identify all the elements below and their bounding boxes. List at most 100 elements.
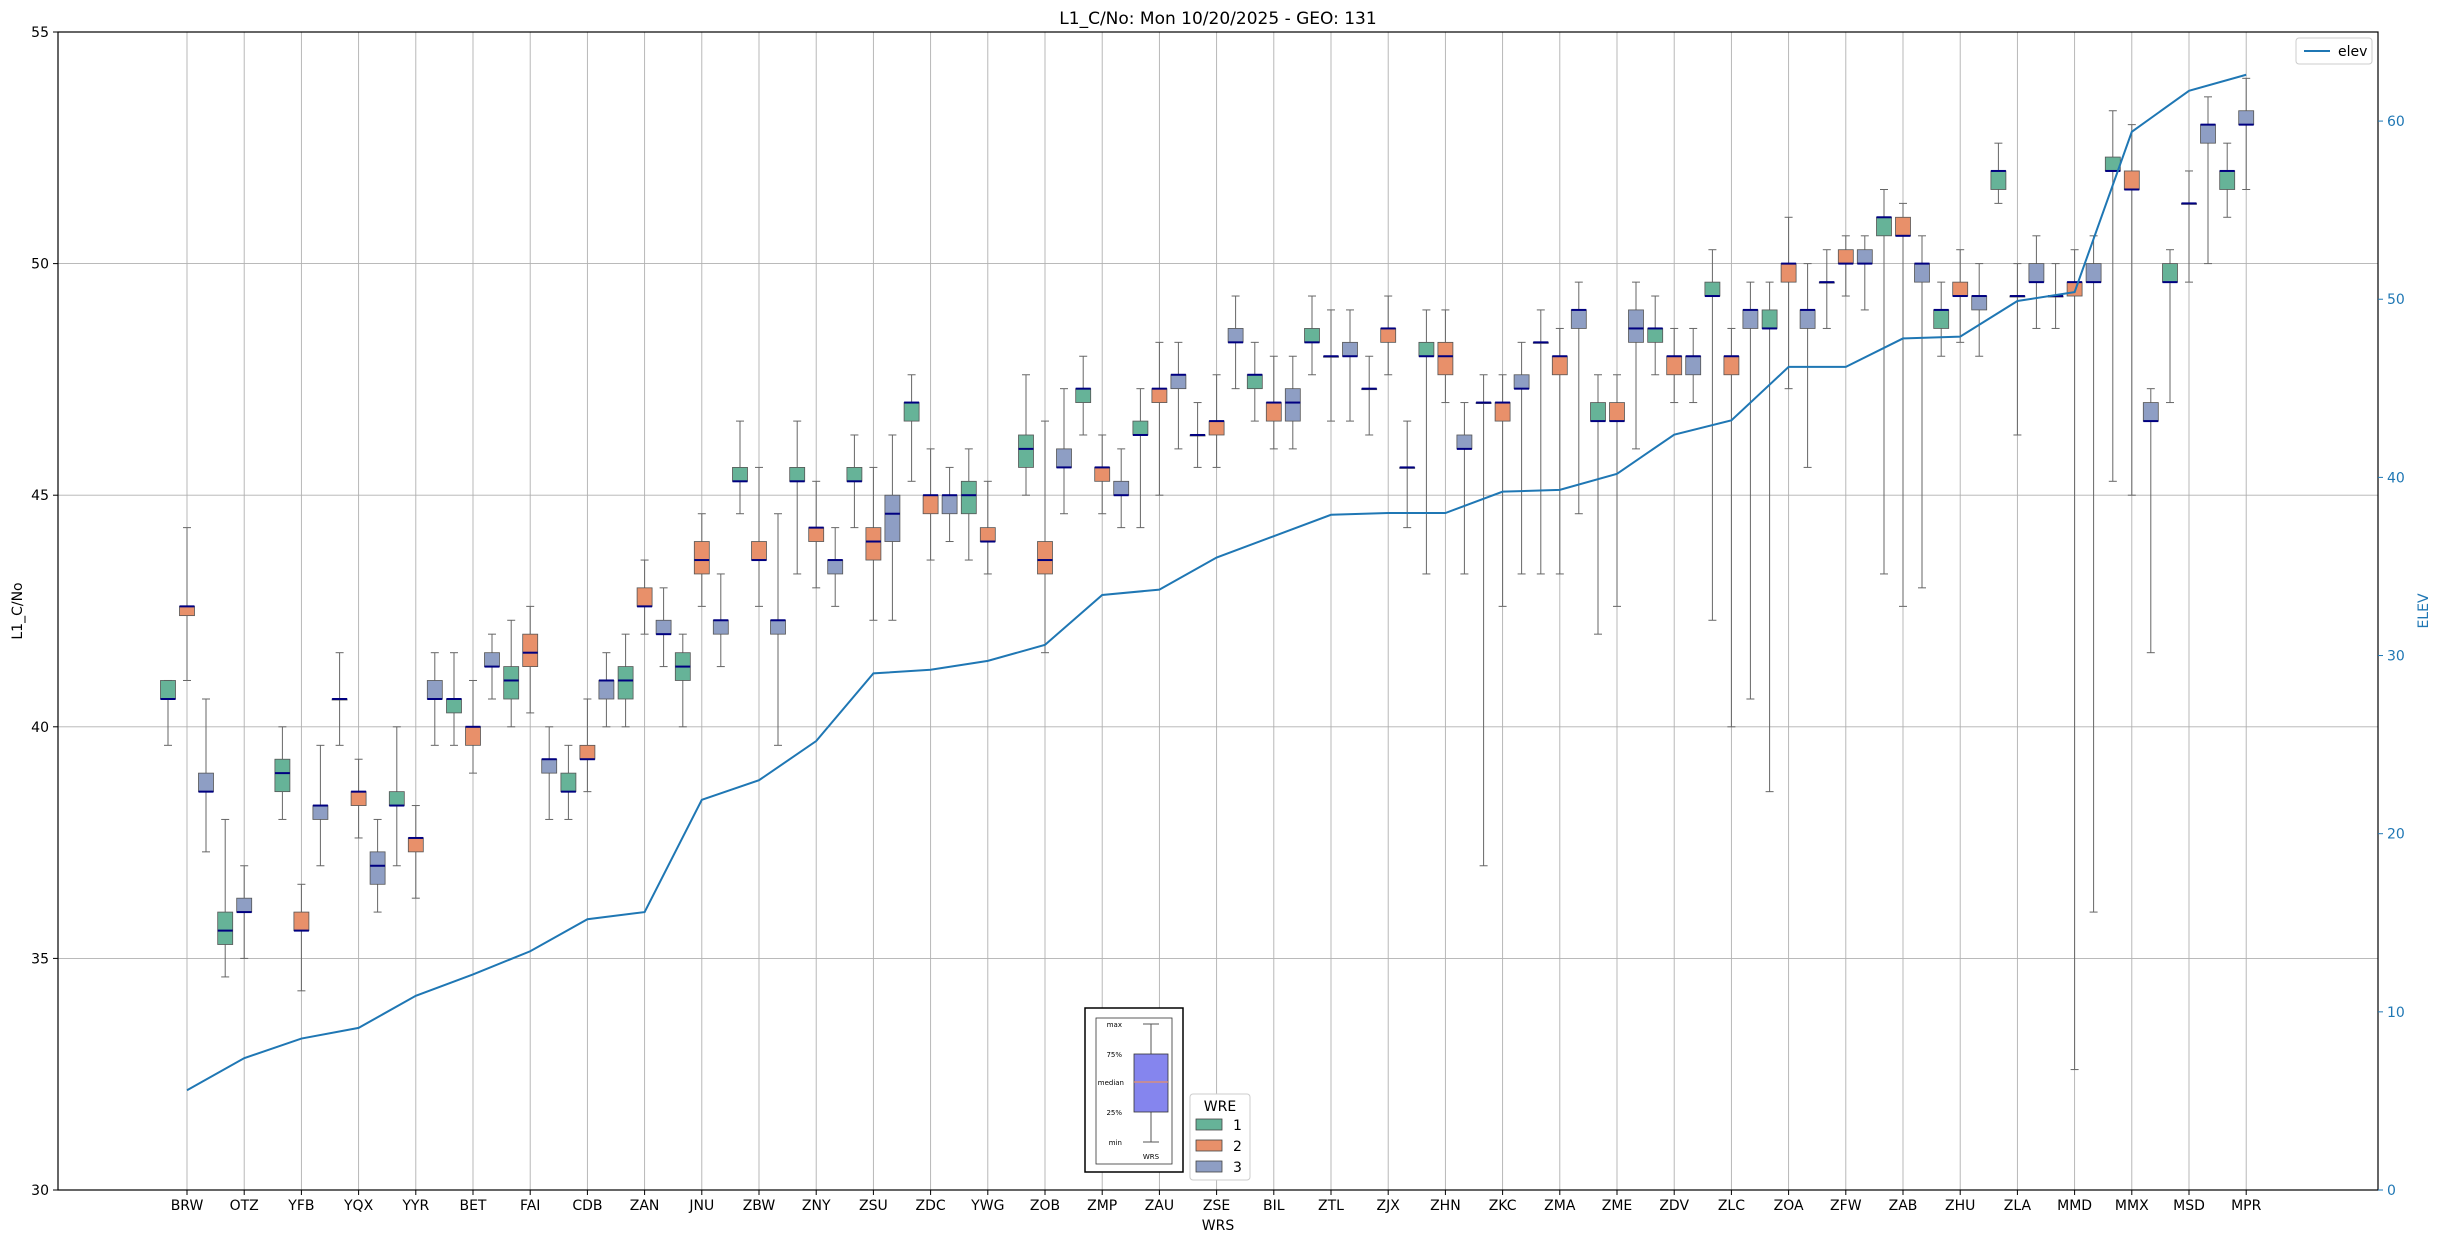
box-YQX-wre-3 [331, 652, 348, 746]
box-BET-wre-1 [446, 652, 462, 746]
box-body [2162, 263, 2178, 283]
box-key-caption: WRS [1143, 1153, 1160, 1161]
box-body [712, 619, 729, 635]
box-key-q3: 75% [1106, 1051, 1122, 1059]
x-axis-label: WRS [1202, 1218, 1235, 1234]
box-JNU-wre-1 [674, 633, 691, 728]
box-body [2123, 170, 2140, 190]
box-CDB-wre-2 [579, 698, 596, 793]
box-ZSE-wre-3 [1227, 295, 1244, 390]
box-BET-wre-2 [465, 679, 481, 774]
box-ZSU-wre-1 [846, 434, 863, 529]
box-body [865, 527, 882, 561]
y-tick-label: 50 [31, 257, 49, 273]
box-body [388, 791, 405, 806]
box-body [1723, 355, 1740, 376]
box-ZDC-wre-2 [922, 448, 939, 561]
x-tick-label: ZFW [1830, 1198, 1862, 1214]
y-tick-label: 45 [31, 488, 49, 504]
box-body [2219, 170, 2236, 190]
box-body [312, 805, 329, 820]
box-BET-wre-3 [484, 633, 500, 700]
elev-line [186, 73, 2247, 1092]
box-body [1246, 374, 1263, 390]
box-CDB-wre-1 [560, 744, 577, 820]
box-key-min: min [1109, 1139, 1122, 1147]
box-OTZ-wre-3 [236, 865, 253, 959]
box-ZHU-wre-2 [1952, 249, 1969, 343]
x-tick-label: ZAU [1145, 1198, 1174, 1214]
box-body [1265, 402, 1282, 422]
box-ZKC-wre-3 [1513, 341, 1530, 575]
box-ZSU-wre-3 [884, 434, 901, 621]
box-YFB-wre-3 [312, 744, 329, 867]
y-tick-label: 40 [31, 720, 49, 736]
x-tick-label: ZNY [802, 1198, 831, 1214]
box-body [846, 467, 863, 482]
box-body [426, 680, 443, 700]
box-body [808, 527, 825, 542]
y-tick-label: 35 [31, 951, 49, 967]
box-body [1990, 170, 2007, 190]
box-body [1933, 309, 1950, 329]
box-ZKC-wre-2 [1494, 374, 1511, 607]
box-body [636, 587, 653, 607]
box-key-median: median [1098, 1079, 1124, 1087]
box-body [1856, 249, 1873, 264]
box-ZOA-wre-1 [1761, 281, 1778, 793]
box-ZAB-wre-2 [1895, 202, 1911, 607]
box-body [903, 402, 920, 422]
box-ZAU-wre-2 [1151, 341, 1168, 496]
y2-tick-label: 20 [2387, 827, 2405, 843]
box-body [2200, 124, 2216, 144]
x-tick-label: ZME [1602, 1198, 1633, 1214]
box-body [2066, 281, 2083, 297]
box-ZDV-wre-1 [1647, 295, 1664, 376]
box-ZAN-wre-2 [636, 559, 653, 635]
x-tick-label: ZMP [1087, 1198, 1117, 1214]
y2-tick-label: 60 [2387, 114, 2405, 130]
box-JNU-wre-2 [693, 513, 710, 607]
x-tick-label: ZDV [1659, 1198, 1689, 1214]
box-body [2142, 402, 2159, 422]
box-body [2238, 110, 2255, 126]
box-body [1551, 355, 1568, 376]
box-ZTL-wre-3 [1342, 309, 1358, 422]
box-body [1380, 328, 1397, 343]
box-body [1037, 541, 1053, 575]
box-ZHN-wre-2 [1437, 309, 1454, 404]
box-body [922, 494, 939, 515]
box-body [1056, 448, 1072, 468]
y2-tick-label: 40 [2387, 470, 2405, 486]
box-ZBW-wre-1 [732, 420, 748, 515]
box-body [369, 851, 386, 885]
box-ZSE-wre-2 [1208, 374, 1225, 468]
x-tick-label: ZLA [2004, 1198, 2032, 1214]
x-tick-label: ZKC [1489, 1198, 1517, 1214]
box-ZMP-wre-2 [1094, 434, 1111, 515]
box-body [884, 494, 901, 542]
box-ZLC-wre-2 [1723, 327, 1740, 728]
x-tick-label: MMX [2115, 1198, 2149, 1214]
x-tick-label: BIL [1263, 1198, 1285, 1214]
box-body [1018, 434, 1034, 468]
y-tick-label: 55 [31, 25, 49, 41]
x-tick-label: BRW [171, 1198, 204, 1214]
x-tick-label: ZOA [1774, 1198, 1804, 1214]
box-body [693, 541, 710, 575]
y2-axis-ticks: 0 10 20 30 40 50 60 [2378, 114, 2405, 1199]
box-MMX-wre-1 [2104, 110, 2121, 482]
box-JNU-wre-3 [712, 573, 729, 668]
box-body [1094, 467, 1111, 482]
box-body [1494, 402, 1511, 422]
box-ZBW-wre-2 [751, 466, 767, 607]
box-body [198, 772, 214, 793]
box-ZBW-wre-3 [770, 513, 786, 746]
box-body [1685, 355, 1702, 376]
box-YYR-wre-1 [388, 726, 405, 867]
box-ZSU-wre-2 [865, 466, 882, 621]
box-body [1799, 309, 1816, 329]
box-FAI-wre-1 [503, 619, 520, 728]
box-body [1628, 309, 1644, 343]
